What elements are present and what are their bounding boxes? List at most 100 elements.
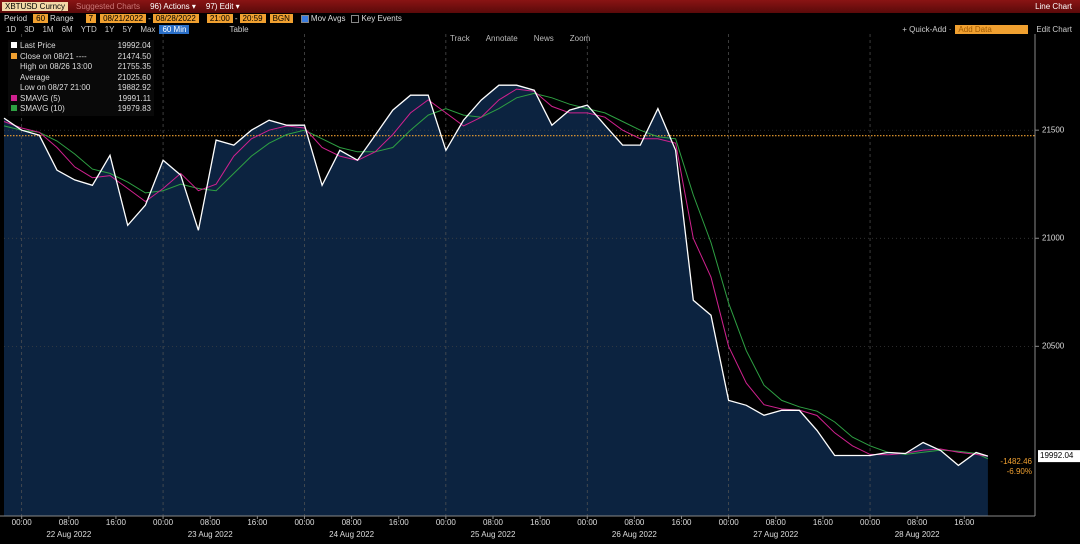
legend-label: Last Price <box>20 41 56 50</box>
legend-value: 19882.92 <box>117 83 151 92</box>
timeframe-button[interactable]: 3D <box>24 24 35 34</box>
legend-item: High on 08/26 13:00 <box>11 62 92 73</box>
end-date[interactable]: 08/28/2022 <box>152 14 199 23</box>
actions-menu[interactable]: 96) Actions ▾ <box>150 2 196 11</box>
table-button[interactable]: Table <box>229 24 249 34</box>
timeframe-button[interactable]: YTD <box>80 24 97 34</box>
tool-button[interactable]: Annotate <box>485 34 518 43</box>
last-price-tag: 19992.04 <box>1040 451 1074 460</box>
key-events-label: Key Events <box>361 14 402 23</box>
checkbox[interactable] <box>300 14 309 23</box>
legend-label: Low on 08/27 21:00 <box>20 83 91 92</box>
legend-label: High on 08/26 13:00 <box>20 62 93 71</box>
y-tick-label: 20500 <box>1042 341 1065 350</box>
legend-value: 19992.04 <box>117 41 151 50</box>
separator: - <box>234 14 238 23</box>
x-tick-label: 00:00 <box>153 518 174 527</box>
day-label: 24 Aug 2022 <box>329 530 374 539</box>
x-tick-label: 08:00 <box>907 518 928 527</box>
legend-row: Close on 08/21 ---- 21474.50 <box>11 52 151 63</box>
y-tick-label: 21500 <box>1042 125 1065 134</box>
timeframe-bar: 1D 3D 1M 6M YTD 1Y 5Y Max 60 Min Table + Quick-… <box>0 24 1080 34</box>
x-tick-label: 08:00 <box>624 518 645 527</box>
market-source[interactable]: BGN <box>269 14 293 23</box>
timeframe-button[interactable]: Max <box>140 24 156 34</box>
add-data-input[interactable]: Add Data <box>955 24 1029 34</box>
x-tick-label: 16:00 <box>813 518 834 527</box>
ticker[interactable]: XBTUSD Curncy <box>2 2 69 11</box>
legend-swatch <box>11 42 17 48</box>
timeframe-button[interactable]: 1Y <box>104 24 115 34</box>
tool-button[interactable]: News <box>533 34 554 43</box>
legend-value: 21025.60 <box>117 72 151 82</box>
timeframe-button[interactable]: 1M <box>42 24 54 34</box>
legend-value: 19991.11 <box>118 93 151 103</box>
legend-label: SMAVG (10) <box>20 104 65 113</box>
legend-item: SMAVG (5) <box>11 94 60 105</box>
checkbox[interactable] <box>351 14 360 23</box>
legend-row: SMAVG (10) 19979.83 <box>11 104 151 115</box>
legend-row: High on 08/26 13:00 21755.35 <box>11 62 151 73</box>
view-name: Line Chart <box>1035 2 1072 11</box>
period-input[interactable]: 60 <box>33 14 49 23</box>
legend-label: SMAVG (5) <box>20 93 61 103</box>
change-label: -1482.46 <box>1000 457 1032 466</box>
x-tick-label: 16:00 <box>389 518 410 527</box>
edit-menu[interactable]: 97) Edit ▾ <box>205 2 240 11</box>
start-time[interactable]: 21:00 <box>206 14 233 23</box>
legend-swatch <box>11 94 17 101</box>
suggested-charts[interactable]: Suggested Charts <box>76 2 141 11</box>
last-price-tag-bg <box>1038 450 1080 463</box>
tool-button[interactable]: Track <box>450 34 470 43</box>
chart-tools: Track Annotate News Zoom <box>450 34 590 43</box>
x-tick-label: 00:00 <box>436 518 457 527</box>
timeframe-button[interactable]: 5Y <box>122 24 133 34</box>
range-input[interactable]: 7 <box>85 14 97 23</box>
end-time[interactable]: 20:59 <box>239 14 266 23</box>
series-line <box>3 84 989 467</box>
legend-value: 19979.83 <box>117 104 151 113</box>
x-tick-label: 00:00 <box>12 518 33 527</box>
series-line <box>3 92 989 460</box>
change-pct-label: -6.90% <box>1007 467 1032 476</box>
x-tick-label: 08:00 <box>766 518 787 527</box>
day-label: 25 Aug 2022 <box>471 530 516 539</box>
legend-value: 21755.35 <box>117 62 151 71</box>
edit-chart-button[interactable]: Edit Chart <box>1036 24 1072 34</box>
x-tick-label: 16:00 <box>954 518 975 527</box>
day-label: 23 Aug 2022 <box>188 530 233 539</box>
quick-add[interactable]: + Quick-Add · <box>902 24 952 34</box>
legend-item: SMAVG (10) <box>11 104 65 115</box>
y-tick-label: 21000 <box>1042 233 1065 242</box>
period-label: Period <box>4 14 28 23</box>
tool-button[interactable]: Zoom <box>569 34 591 43</box>
interval-select[interactable]: 60 Min <box>159 24 190 34</box>
legend-swatch <box>11 84 17 90</box>
timeframe-button[interactable]: 1D <box>6 24 17 34</box>
legend-item: Average <box>11 73 50 84</box>
legend-label: Close on 08/21 ---- <box>20 51 87 61</box>
legend-row: Average 21025.60 <box>11 73 151 84</box>
day-label: 28 Aug 2022 <box>895 530 940 539</box>
timeframes: 1D 3D 1M 6M YTD 1Y 5Y Max <box>2 25 159 34</box>
legend-swatch <box>11 105 17 111</box>
x-tick-label: 00:00 <box>577 518 598 527</box>
legend-item: Low on 08/27 21:00 <box>11 83 90 94</box>
x-tick-label: 16:00 <box>671 518 692 527</box>
controls-bar: Period 60 Range 7 08/21/2022 - 08/28/202… <box>0 13 1080 24</box>
legend-row: SMAVG (5) 19991.11 <box>11 94 151 105</box>
range-label: Range <box>50 14 74 23</box>
timeframe-button[interactable]: 6M <box>61 24 73 34</box>
start-date[interactable]: 08/21/2022 <box>100 14 147 23</box>
day-label: 26 Aug 2022 <box>612 530 657 539</box>
mov-avgs-label: Mov Avgs <box>310 14 346 23</box>
legend-item: Close on 08/21 ---- <box>11 52 87 63</box>
x-tick-label: 16:00 <box>530 518 551 527</box>
legend-label: Average <box>20 72 50 82</box>
x-tick-label: 16:00 <box>106 518 127 527</box>
x-tick-label: 08:00 <box>200 518 221 527</box>
day-label: 27 Aug 2022 <box>753 530 798 539</box>
legend-swatch <box>11 74 17 80</box>
